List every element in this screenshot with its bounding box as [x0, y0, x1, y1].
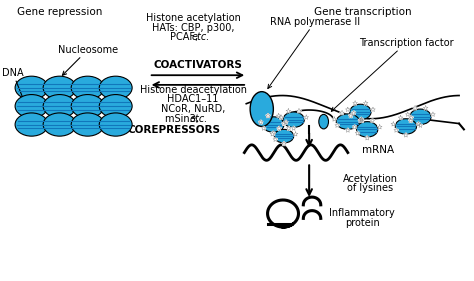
- Ellipse shape: [99, 113, 132, 136]
- Text: mRNA: mRNA: [362, 145, 394, 155]
- Polygon shape: [405, 112, 410, 116]
- Ellipse shape: [43, 94, 76, 118]
- Polygon shape: [273, 137, 278, 142]
- Ellipse shape: [15, 94, 48, 118]
- Polygon shape: [348, 114, 353, 118]
- Polygon shape: [360, 118, 364, 123]
- Polygon shape: [266, 114, 270, 118]
- Polygon shape: [418, 123, 423, 128]
- Ellipse shape: [250, 92, 273, 126]
- Polygon shape: [286, 126, 291, 130]
- Text: Gene repression: Gene repression: [17, 7, 102, 17]
- Ellipse shape: [356, 122, 378, 137]
- Ellipse shape: [336, 114, 359, 129]
- Polygon shape: [413, 106, 418, 110]
- Polygon shape: [365, 136, 369, 140]
- Polygon shape: [431, 112, 435, 116]
- Polygon shape: [355, 131, 360, 135]
- Polygon shape: [409, 118, 413, 123]
- Text: etc.: etc.: [190, 114, 208, 124]
- Text: Nucleosome: Nucleosome: [57, 45, 118, 75]
- Ellipse shape: [395, 119, 417, 134]
- Polygon shape: [277, 126, 282, 130]
- Ellipse shape: [410, 109, 431, 124]
- Text: DNA: DNA: [2, 68, 27, 106]
- Polygon shape: [423, 106, 428, 110]
- Ellipse shape: [99, 76, 132, 99]
- Ellipse shape: [71, 76, 104, 99]
- Ellipse shape: [71, 113, 104, 136]
- Text: NCoR, NuRD,: NCoR, NuRD,: [161, 104, 225, 114]
- Text: PCAF,: PCAF,: [170, 32, 201, 42]
- Polygon shape: [346, 128, 350, 132]
- Polygon shape: [270, 132, 275, 136]
- Text: of lysines: of lysines: [347, 183, 393, 193]
- Text: COACTIVATORS: COACTIVATORS: [154, 60, 242, 71]
- Polygon shape: [332, 117, 337, 121]
- Polygon shape: [258, 120, 263, 124]
- Polygon shape: [293, 132, 298, 136]
- Text: Transcription factor: Transcription factor: [331, 38, 453, 111]
- Polygon shape: [352, 125, 357, 129]
- Ellipse shape: [274, 129, 294, 143]
- Text: etc.: etc.: [191, 32, 210, 42]
- Polygon shape: [351, 110, 356, 115]
- Polygon shape: [340, 110, 344, 115]
- Polygon shape: [283, 120, 288, 124]
- Text: COREPRESSORS: COREPRESSORS: [127, 125, 220, 135]
- Polygon shape: [346, 107, 350, 112]
- Text: Inflammatory: Inflammatory: [329, 209, 395, 218]
- Polygon shape: [282, 121, 286, 126]
- Text: Histone deacetylation: Histone deacetylation: [139, 85, 246, 95]
- Text: Gene transcription: Gene transcription: [313, 7, 411, 17]
- Polygon shape: [359, 117, 364, 121]
- Text: protein: protein: [345, 218, 380, 228]
- Polygon shape: [371, 107, 375, 112]
- Ellipse shape: [43, 76, 76, 99]
- Text: Acetylation: Acetylation: [343, 174, 398, 183]
- Polygon shape: [391, 122, 396, 126]
- Ellipse shape: [319, 114, 328, 129]
- Polygon shape: [416, 122, 421, 126]
- Polygon shape: [335, 123, 339, 128]
- Polygon shape: [276, 114, 281, 118]
- Ellipse shape: [43, 113, 76, 136]
- Ellipse shape: [15, 76, 48, 99]
- Polygon shape: [364, 101, 368, 105]
- Polygon shape: [279, 115, 283, 119]
- Polygon shape: [398, 115, 403, 120]
- Text: mSin3,: mSin3,: [165, 114, 202, 124]
- Polygon shape: [271, 131, 276, 135]
- Text: HATs: CBP, p300,: HATs: CBP, p300,: [152, 23, 234, 33]
- Ellipse shape: [283, 112, 304, 128]
- Polygon shape: [282, 141, 286, 146]
- Polygon shape: [286, 108, 291, 113]
- Polygon shape: [304, 115, 309, 119]
- Ellipse shape: [350, 104, 371, 120]
- Polygon shape: [394, 128, 399, 132]
- Polygon shape: [403, 133, 408, 137]
- Polygon shape: [353, 101, 357, 105]
- Polygon shape: [358, 118, 363, 123]
- Text: HDAC1–11: HDAC1–11: [167, 94, 219, 104]
- Polygon shape: [292, 126, 296, 130]
- Polygon shape: [297, 108, 301, 113]
- Polygon shape: [261, 126, 266, 130]
- Ellipse shape: [15, 113, 48, 136]
- Polygon shape: [377, 125, 382, 129]
- Ellipse shape: [263, 117, 284, 132]
- Polygon shape: [370, 118, 375, 123]
- Text: RNA polymerase II: RNA polymerase II: [268, 17, 360, 89]
- Ellipse shape: [99, 94, 132, 118]
- Ellipse shape: [71, 94, 104, 118]
- Polygon shape: [409, 115, 413, 120]
- Text: Histone acetylation: Histone acetylation: [146, 13, 240, 23]
